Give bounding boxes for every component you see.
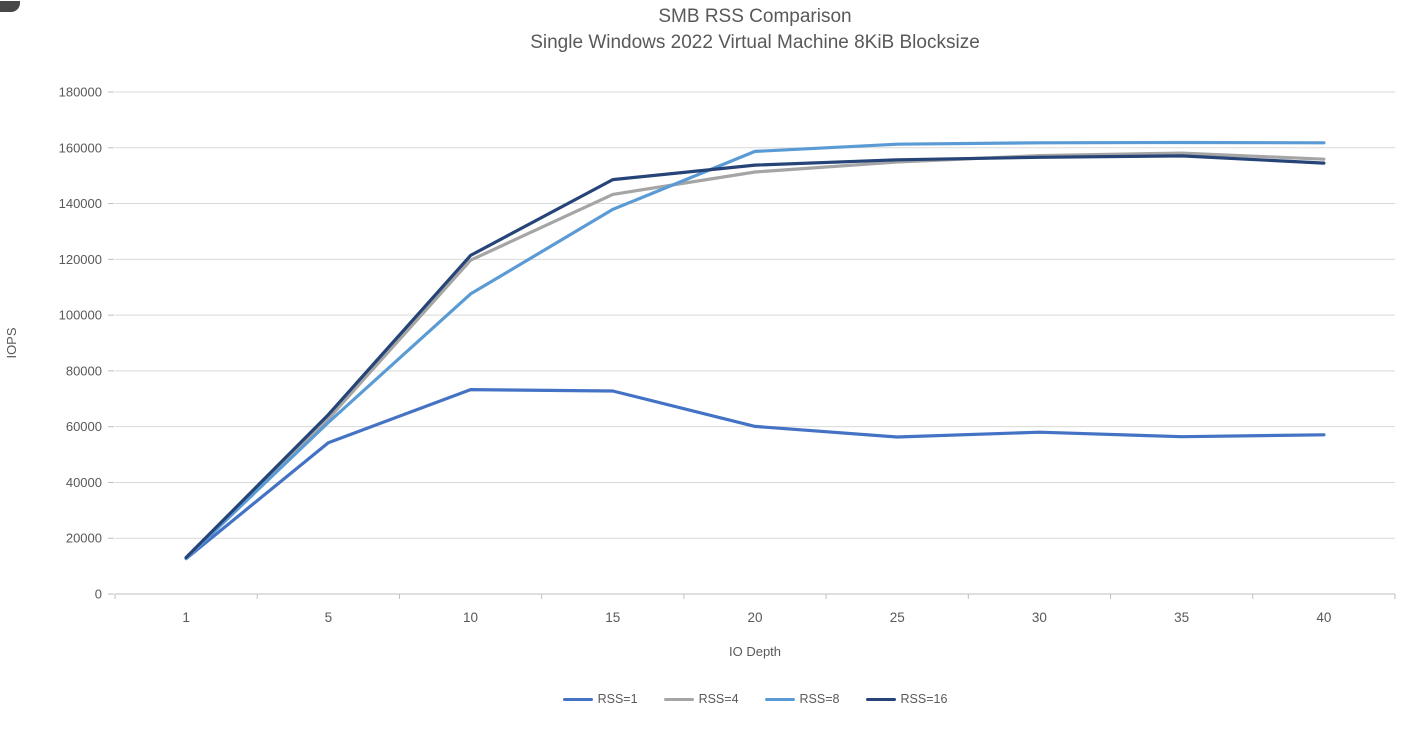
series-line-rss-1 [184, 388, 1326, 561]
y-tick-label: 120000 [59, 252, 102, 267]
legend-label: RSS=8 [799, 692, 840, 706]
series-line-rss-4 [184, 151, 1326, 560]
chart-legend: RSS=1 RSS=4 RSS=8 RSS=16 [115, 692, 1395, 706]
legend-item-rss-1: RSS=1 [562, 692, 638, 706]
series-line-rss-8 [184, 140, 1326, 560]
legend-item-rss-8: RSS=8 [764, 692, 840, 706]
x-axis-title: IO Depth [729, 644, 781, 659]
chart-title-block: SMB RSS Comparison Single Windows 2022 V… [115, 4, 1395, 56]
x-tick-label: 1 [182, 610, 190, 625]
x-tick-label: 10 [463, 610, 478, 625]
x-tick-label: 25 [890, 610, 905, 625]
legend-label: RSS=16 [900, 692, 948, 706]
y-tick-label: 180000 [59, 85, 102, 100]
x-tick-label: 30 [1032, 610, 1047, 625]
chart-title: SMB RSS Comparison [658, 6, 852, 27]
legend-label: RSS=4 [698, 692, 739, 706]
window-corner-artifact [0, 1, 20, 12]
y-tick-label: 80000 [66, 363, 102, 378]
series-line-rss-16 [184, 154, 1326, 560]
legend-label: RSS=1 [597, 692, 638, 706]
y-tick-label: 40000 [66, 475, 102, 490]
y-tick-label: 0 [95, 587, 102, 602]
legend-line-swatch [764, 697, 795, 701]
legend-line-swatch [663, 697, 694, 701]
legend-item-rss-16: RSS=16 [865, 692, 948, 706]
legend-item-rss-4: RSS=4 [663, 692, 739, 706]
x-tick-label: 35 [1174, 610, 1189, 625]
y-tick-label: 100000 [59, 308, 102, 323]
y-tick-label: 20000 [66, 531, 102, 546]
legend-line-swatch [562, 697, 593, 701]
chart-subtitle: Single Windows 2022 Virtual Machine 8KiB… [530, 32, 980, 53]
y-tick-label: 60000 [66, 419, 102, 434]
legend-line-swatch [865, 697, 896, 701]
x-tick-label: 5 [325, 610, 333, 625]
x-tick-label: 20 [747, 610, 762, 625]
y-tick-label: 140000 [59, 196, 102, 211]
y-tick-label: 160000 [59, 140, 102, 155]
x-tick-label: 15 [605, 610, 620, 625]
y-axis-title: IOPS [4, 327, 19, 358]
x-tick-label: 40 [1316, 610, 1331, 625]
